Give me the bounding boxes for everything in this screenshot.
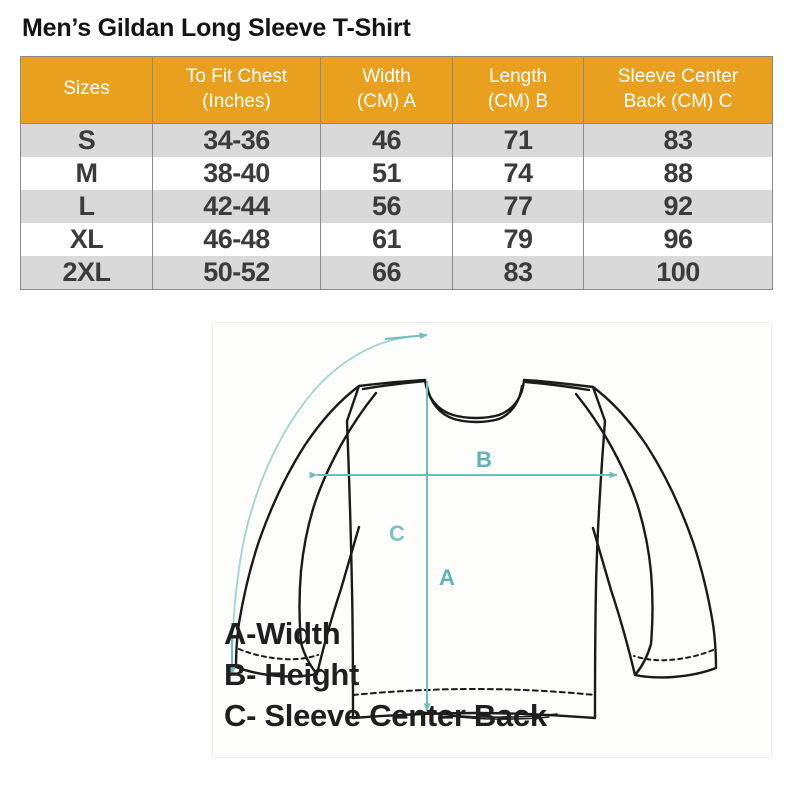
column-header-length-line2: (CM) B — [487, 90, 549, 112]
cell-size: M — [20, 157, 153, 191]
column-header-chest: To Fit Chest (Inches) — [152, 56, 321, 125]
cell-size: XL — [20, 223, 153, 257]
cell-chest: 34-36 — [152, 123, 321, 158]
tshirt-diagram-svg: A B C — [228, 332, 718, 720]
column-header-sizes: Sizes — [20, 56, 153, 125]
column-header-sleeve-line2: Back (CM) C — [623, 90, 733, 112]
table-header-row: Sizes To Fit Chest (Inches) Width (CM) A… — [20, 56, 773, 125]
table-row: M 38-40 51 74 88 — [20, 157, 773, 191]
legend-item-c: C- Sleeve Center Back — [224, 698, 547, 733]
measure-label-c: C — [389, 521, 405, 546]
cell-sleeve: 96 — [583, 223, 773, 257]
legend-item-a: A-Width — [224, 616, 341, 651]
measure-label-b: B — [476, 447, 492, 472]
column-header-width: Width (CM) A — [320, 56, 453, 125]
measure-label-a: A — [439, 565, 455, 590]
column-header-length-line1: Length — [488, 66, 548, 87]
cell-size: S — [20, 123, 153, 158]
cell-width: 61 — [320, 223, 453, 257]
cell-length: 71 — [452, 123, 584, 158]
table-row: 2XL 50-52 66 83 100 — [20, 256, 773, 290]
cell-length: 79 — [452, 223, 584, 257]
cell-width: 56 — [320, 190, 453, 224]
cell-chest: 42-44 — [152, 190, 321, 224]
cell-sleeve: 100 — [583, 256, 773, 290]
size-chart-table: Sizes To Fit Chest (Inches) Width (CM) A… — [20, 56, 773, 291]
table-row: XL 46-48 61 79 96 — [20, 223, 773, 257]
column-header-chest-line1: To Fit Chest — [185, 66, 288, 87]
tshirt-outline-icon — [234, 378, 718, 720]
cell-length: 77 — [452, 190, 584, 224]
cell-chest: 50-52 — [152, 256, 321, 290]
column-header-length: Length (CM) B — [452, 56, 584, 125]
cell-length: 83 — [452, 256, 584, 290]
measurement-diagram-panel: A B C — [212, 322, 772, 758]
cell-size: L — [20, 190, 153, 224]
cell-width: 46 — [320, 123, 453, 158]
column-header-sleeve: Sleeve Center Back (CM) C — [583, 56, 773, 125]
cell-size: 2XL — [20, 256, 153, 290]
table-row: L 42-44 56 77 92 — [20, 190, 773, 224]
size-chart-table-container: Sizes To Fit Chest (Inches) Width (CM) A… — [20, 56, 773, 291]
cell-sleeve: 88 — [583, 157, 773, 191]
measurement-legend: A-Width B- Height C- Sleeve Center Back — [224, 613, 644, 736]
column-header-sleeve-line1: Sleeve Center — [617, 66, 739, 87]
cell-sleeve: 83 — [583, 123, 773, 158]
cell-sleeve: 92 — [583, 190, 773, 224]
cell-width: 66 — [320, 256, 453, 290]
cell-length: 74 — [452, 157, 584, 191]
column-header-sizes-line1: Sizes — [63, 78, 110, 100]
column-header-width-line2: (CM) A — [356, 90, 417, 112]
column-header-width-line1: Width — [362, 66, 411, 87]
table-body: S 34-36 46 71 83 M 38-40 51 74 88 L 42-4… — [20, 123, 773, 290]
cell-chest: 46-48 — [152, 223, 321, 257]
cell-width: 51 — [320, 157, 453, 191]
table-header: Sizes To Fit Chest (Inches) Width (CM) A… — [20, 56, 773, 125]
column-header-chest-line2: (Inches) — [202, 90, 271, 112]
cell-chest: 38-40 — [152, 157, 321, 191]
legend-item-b: B- Height — [224, 657, 360, 692]
measure-arrow-c — [228, 332, 428, 676]
table-row: S 34-36 46 71 83 — [20, 123, 773, 158]
page-title: Men’s Gildan Long Sleeve T-Shirt — [22, 14, 411, 42]
